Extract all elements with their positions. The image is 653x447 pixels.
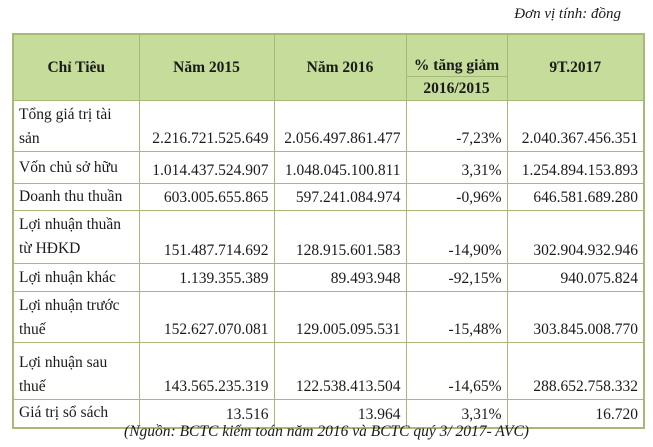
cell-2015: 152.627.070.081 (138, 291, 275, 343)
cell-9m-2017: 16.720 (506, 399, 645, 428)
cell-2016: 1.048.045.100.811 (273, 151, 407, 184)
header-row: Chỉ Tiêu Năm 2015 Năm 2016 % tăng giảm 9… (12, 33, 645, 101)
table-row: Lợi nhuận khác 1.139.355.389 89.493.948 … (12, 263, 645, 292)
cell-change: -14,90% (405, 210, 508, 264)
cell-change: 3,31% (405, 399, 508, 428)
cell-9m-2017: 302.904.932.946 (506, 210, 645, 264)
header-change: % tăng giảm (405, 33, 508, 77)
cell-2016: 597.241.084.974 (273, 183, 407, 211)
row-label: Tổng giá trị tài sản (12, 100, 140, 152)
cell-9m-2017: 2.040.367.456.351 (506, 100, 645, 152)
cell-change: -14,65% (405, 342, 508, 400)
cell-2016: 2.056.497.861.477 (273, 100, 407, 152)
header-9m-2017: 9T.2017 (506, 33, 645, 101)
table-row: Lợi nhuận sau thuế 143.565.235.319 122.5… (12, 342, 645, 400)
cell-9m-2017: 1.254.894.153.893 (506, 151, 645, 184)
cell-change: -7,23% (405, 100, 508, 152)
source-note: (Nguồn: BCTC kiểm toán năm 2016 và BCTC … (124, 423, 529, 440)
cell-9m-2017: 940.075.824 (506, 263, 645, 292)
row-label: Vốn chủ sở hữu (12, 151, 140, 184)
cell-2015: 13.516 (138, 399, 275, 428)
financial-summary-table: Chỉ Tiêu Năm 2015 Năm 2016 % tăng giảm 9… (12, 33, 645, 429)
row-label: Lợi nhuận trước thuế (12, 291, 140, 343)
cell-9m-2017: 288.652.758.332 (506, 342, 645, 400)
header-year-2015: Năm 2015 (138, 33, 275, 101)
row-label: Lợi nhuận sau thuế (12, 342, 140, 400)
cell-2015: 151.487.714.692 (138, 210, 275, 264)
cell-change: -0,96% (405, 183, 508, 211)
table-row: Giá trị sổ sách 13.516 13.964 3,31% 16.7… (12, 399, 645, 428)
table-row: Vốn chủ sở hữu 1.014.437.524.907 1.048.0… (12, 151, 645, 184)
table-row: Tổng giá trị tài sản 2.216.721.525.649 2… (12, 100, 645, 152)
cell-2015: 1.014.437.524.907 (138, 151, 275, 184)
table-row: Lợi nhuận thuần từ HĐKD 151.487.714.692 … (12, 210, 645, 264)
cell-2016: 128.915.601.583 (273, 210, 407, 264)
cell-2016: 129.005.095.531 (273, 291, 407, 343)
header-subrow: 2016/2015 (13, 76, 644, 101)
row-label: Doanh thu thuần (12, 183, 140, 211)
header-indicator: Chỉ Tiêu (12, 33, 140, 101)
cell-9m-2017: 303.845.008.770 (506, 291, 645, 343)
header-change-period: 2016/2015 (405, 76, 508, 101)
unit-note: Đơn vị tính: đồng (514, 6, 621, 22)
cell-2016: 122.538.413.504 (273, 342, 407, 400)
cell-change: -92,15% (405, 263, 508, 292)
cell-2015: 1.139.355.389 (138, 263, 275, 292)
row-label: Lợi nhuận thuần từ HĐKD (12, 210, 140, 264)
cell-2015: 2.216.721.525.649 (138, 100, 275, 152)
row-label: Lợi nhuận khác (12, 263, 140, 292)
cell-2015: 603.005.655.865 (138, 183, 275, 211)
table-row: Doanh thu thuần 603.005.655.865 597.241.… (12, 183, 645, 211)
table-row: Lợi nhuận trước thuế 152.627.070.081 129… (12, 291, 645, 343)
cell-2016: 13.964 (273, 399, 407, 428)
header-year-2016: Năm 2016 (273, 33, 407, 101)
cell-change: -15,48% (405, 291, 508, 343)
cell-2015: 143.565.235.319 (138, 342, 275, 400)
cell-change: 3,31% (405, 151, 508, 184)
cell-2016: 89.493.948 (273, 263, 407, 292)
cell-9m-2017: 646.581.689.280 (506, 183, 645, 211)
